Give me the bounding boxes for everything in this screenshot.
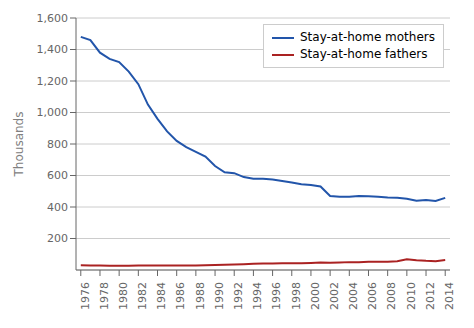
svg-text:1,400: 1,400: [37, 43, 69, 56]
svg-text:1,000: 1,000: [37, 106, 69, 119]
svg-text:2012: 2012: [424, 282, 437, 310]
svg-text:800: 800: [47, 138, 68, 151]
svg-text:600: 600: [47, 169, 68, 182]
svg-text:1,200: 1,200: [37, 75, 69, 88]
svg-text:2006: 2006: [366, 282, 379, 310]
svg-text:1978: 1978: [98, 282, 111, 310]
svg-text:1994: 1994: [251, 282, 264, 310]
svg-text:1990: 1990: [213, 282, 226, 310]
svg-text:2008: 2008: [385, 282, 398, 310]
html-text:Stay-at-home fathers: Stay-at-home fathers: [300, 47, 428, 61]
svg-text:1984: 1984: [155, 282, 168, 310]
svg-text:1996: 1996: [270, 282, 283, 310]
svg-text:2000: 2000: [309, 282, 322, 310]
svg-text:Thousands: Thousands: [12, 112, 26, 178]
svg-text:2002: 2002: [328, 282, 341, 310]
svg-text:2014: 2014: [443, 282, 456, 310]
svg-text:1,600: 1,600: [37, 12, 69, 25]
svg-text:1998: 1998: [290, 282, 303, 310]
svg-text:1976: 1976: [79, 282, 92, 310]
svg-text:1992: 1992: [232, 282, 245, 310]
html-text:Stay-at-home mothers: Stay-at-home mothers: [300, 30, 435, 44]
svg-text:1988: 1988: [194, 282, 207, 310]
svg-text:1982: 1982: [136, 282, 149, 310]
svg-text:400: 400: [47, 201, 68, 214]
svg-text:2004: 2004: [347, 282, 360, 310]
svg-text:200: 200: [47, 232, 68, 245]
svg-text:1980: 1980: [117, 282, 130, 310]
svg-text:1986: 1986: [175, 282, 188, 310]
svg-text:2010: 2010: [405, 282, 418, 310]
